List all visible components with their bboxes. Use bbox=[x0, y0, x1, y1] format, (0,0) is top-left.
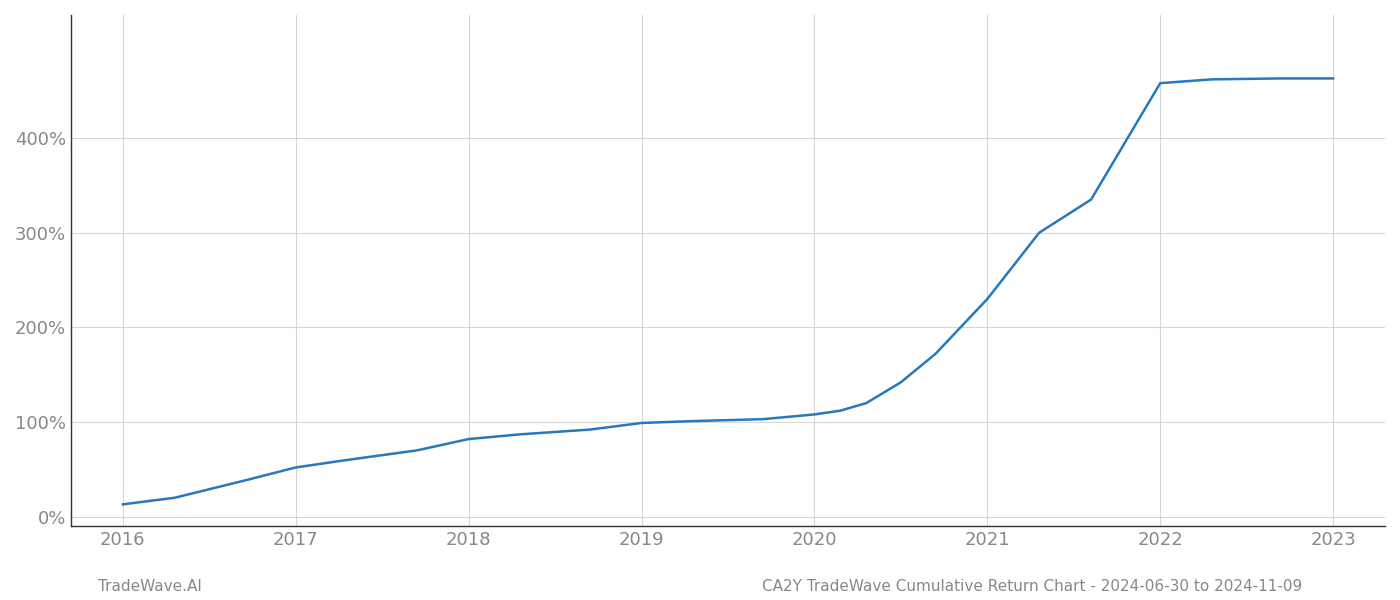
Text: TradeWave.AI: TradeWave.AI bbox=[98, 579, 202, 594]
Text: CA2Y TradeWave Cumulative Return Chart - 2024-06-30 to 2024-11-09: CA2Y TradeWave Cumulative Return Chart -… bbox=[762, 579, 1302, 594]
